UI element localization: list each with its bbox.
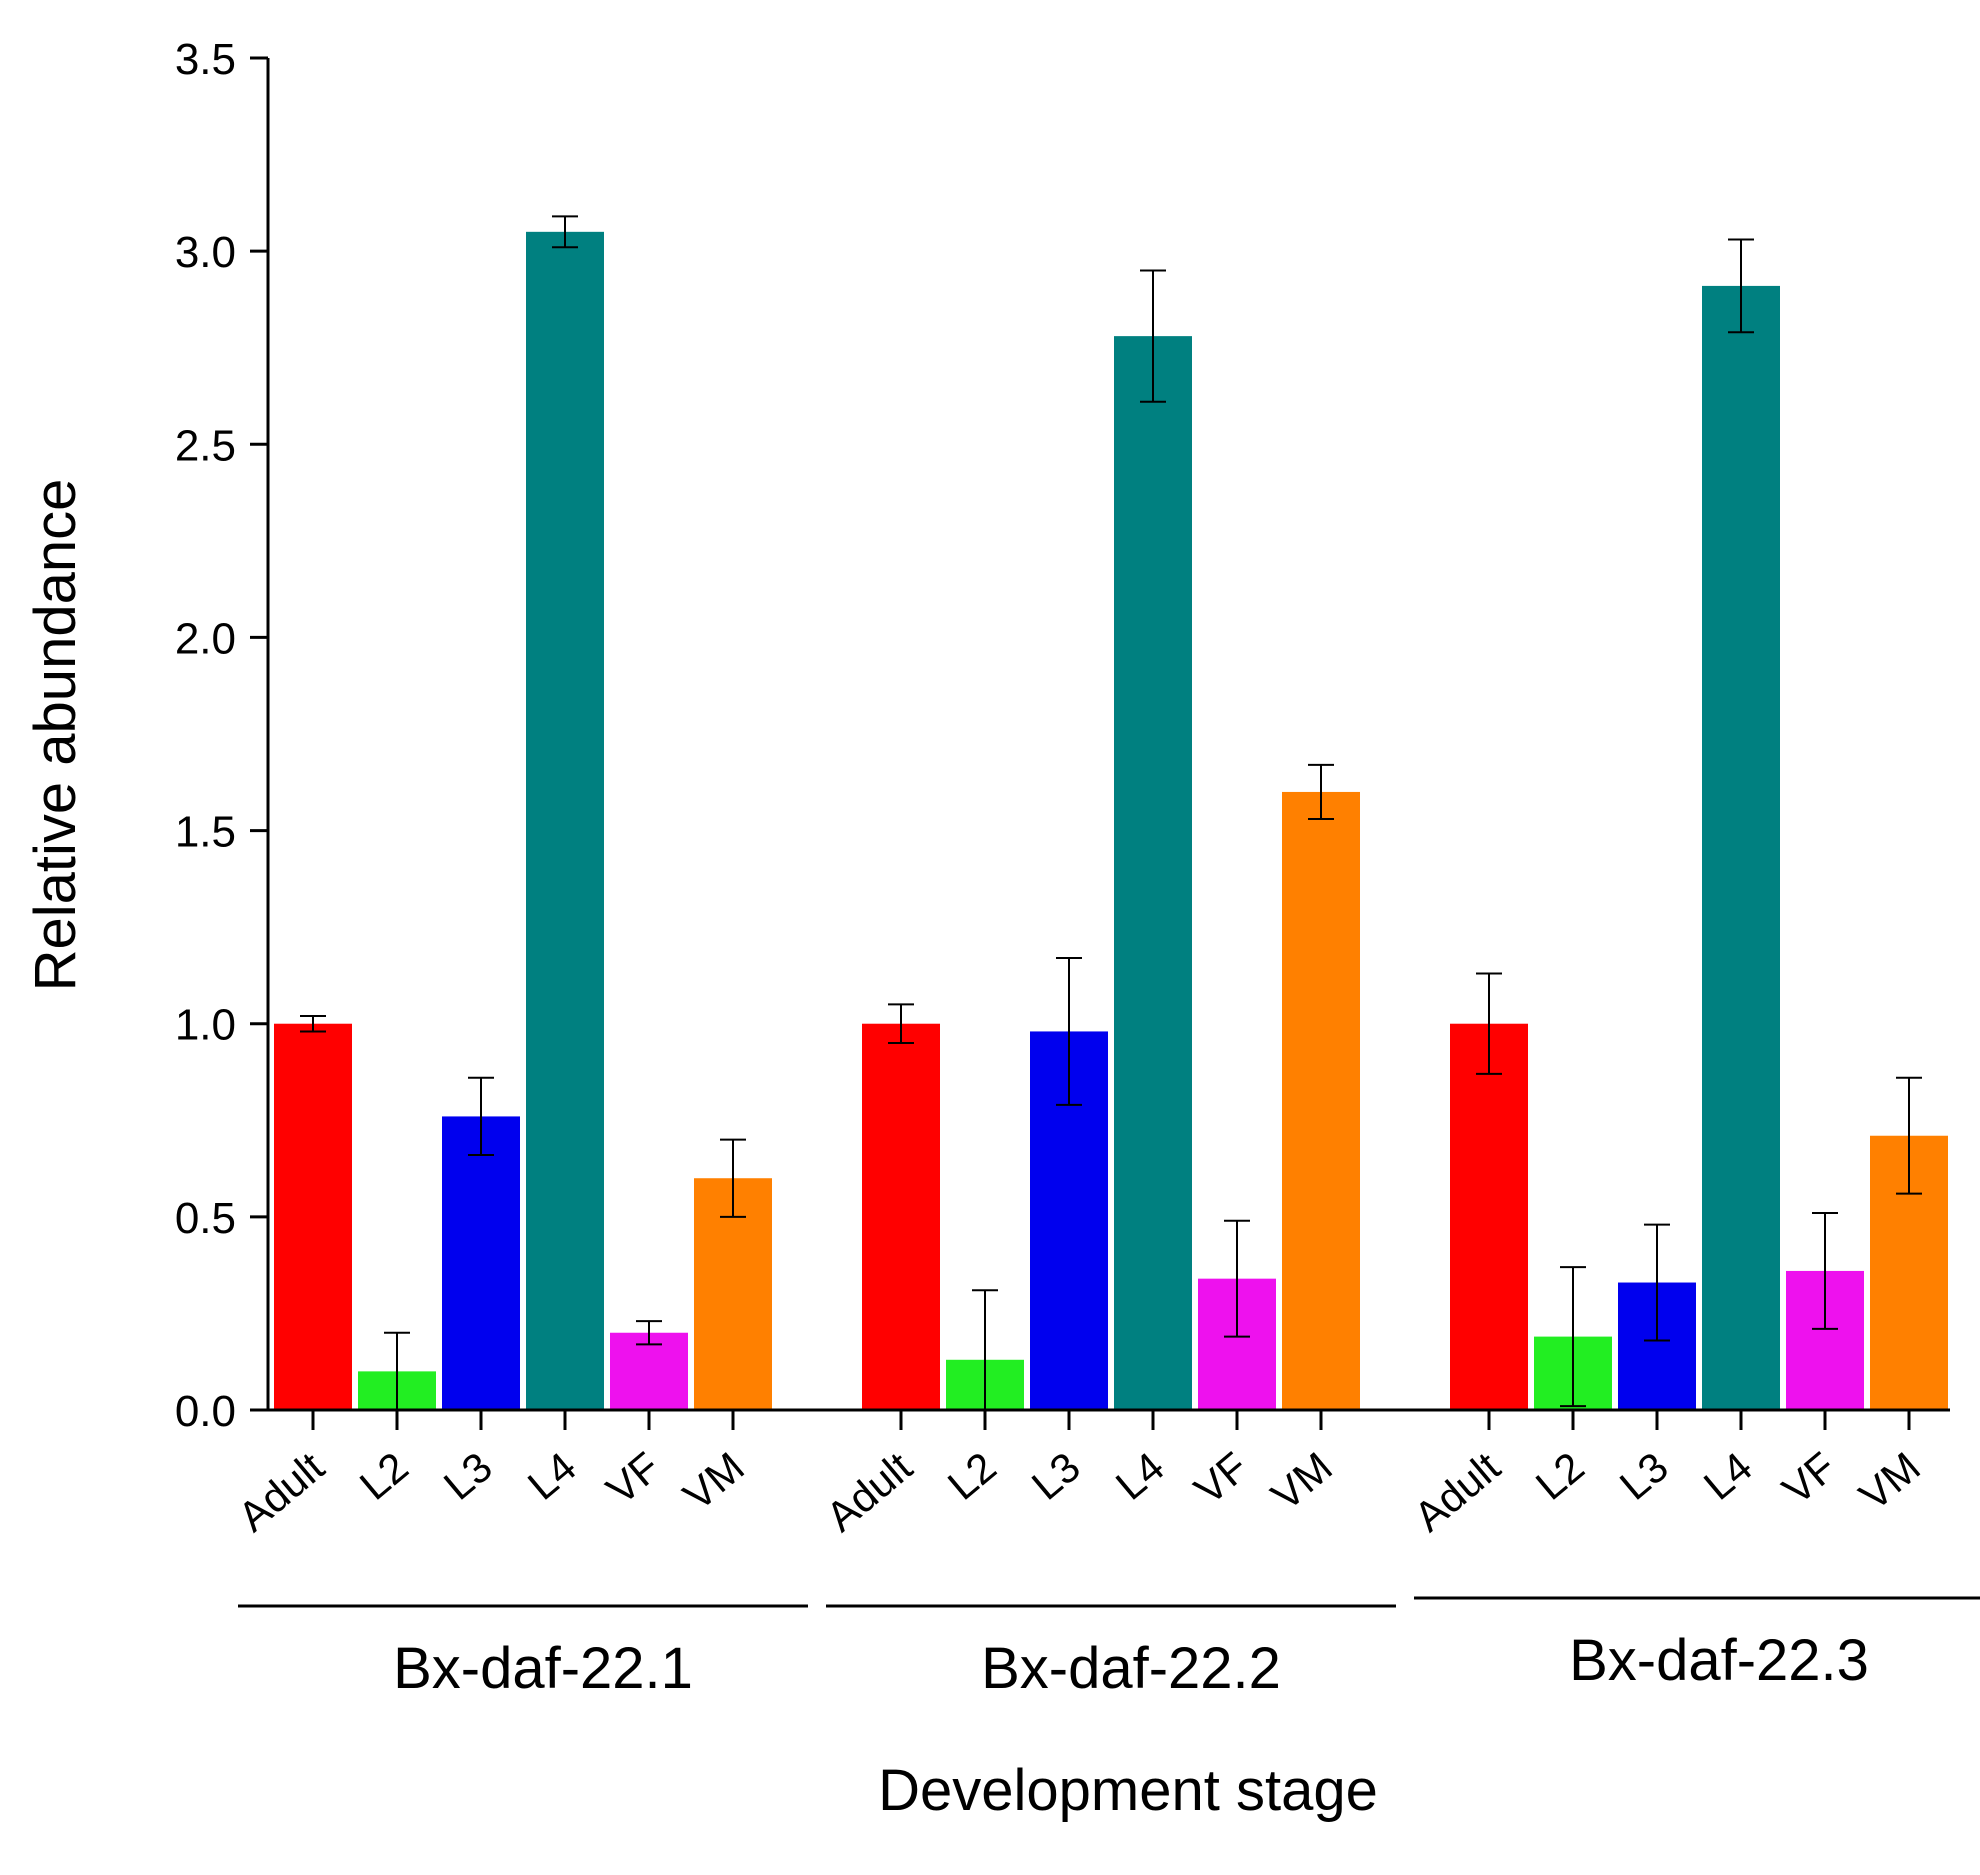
y-tick-label: 1.0 <box>175 1001 236 1050</box>
y-tick-label: 3.5 <box>175 35 236 84</box>
x-tick-label: L3 <box>435 1443 501 1509</box>
x-tick-label: L2 <box>939 1443 1005 1509</box>
y-tick-label: 0.5 <box>175 1194 236 1243</box>
y-tick-label: 2.5 <box>175 421 236 470</box>
y-axis-label: Relative abundance <box>23 479 88 992</box>
x-tick-label: L3 <box>1611 1443 1677 1509</box>
bar-bx-daf-22-3-adult <box>1450 1023 1528 1410</box>
bar-bx-daf-22-1-l3 <box>442 1116 520 1410</box>
y-tick-label: 3.0 <box>175 228 236 277</box>
x-tick-label: L3 <box>1023 1443 1089 1509</box>
x-tick-label: VM <box>1850 1443 1928 1519</box>
bar-bx-daf-22-2-adult <box>862 1023 940 1410</box>
x-tick-label: VM <box>1262 1443 1340 1519</box>
x-tick-label: VF <box>1185 1443 1256 1514</box>
bar-bx-daf-22-2-vm <box>1282 791 1360 1410</box>
x-tick-label: L2 <box>351 1443 417 1509</box>
x-tick-label: VF <box>597 1443 668 1514</box>
bar-bx-daf-22-1-l4 <box>526 231 604 1410</box>
bars <box>274 231 1948 1410</box>
bar-bx-daf-22-2-l4 <box>1114 336 1192 1410</box>
x-tick-label: Adult <box>229 1443 333 1541</box>
bar-bx-daf-22-3-l4 <box>1702 285 1780 1410</box>
x-axis-label: Development stage <box>878 1758 1378 1823</box>
group-label: Bx-daf-22.1 <box>393 1636 693 1701</box>
y-tick-label: 1.5 <box>175 808 236 857</box>
x-tick-label: Adult <box>817 1443 921 1541</box>
group-label: Bx-daf-22.2 <box>981 1636 1281 1701</box>
y-tick-label: 0.0 <box>175 1387 236 1436</box>
group-labels: Bx-daf-22.1 Bx-daf-22.2 Bx-daf-22.3 <box>238 1596 1980 1701</box>
x-tick-label: L4 <box>1695 1443 1761 1509</box>
x-tick-label: L2 <box>1527 1443 1593 1509</box>
y-axis: 0.0 0.5 1.0 1.5 2.0 2.5 3.0 3.5 <box>175 35 270 1436</box>
x-tick-label: VF <box>1773 1443 1844 1514</box>
group-label: Bx-daf-22.3 <box>1569 1628 1869 1693</box>
x-axis: Adult L2 L3 L4 VF VM Adult L2 L3 L4 VF VM Adult L2 L3 L… <box>229 1408 1950 1541</box>
bar-bx-daf-22-1-adult <box>274 1023 352 1410</box>
bar-bx-daf-22-1-vf <box>610 1332 688 1410</box>
x-tick-label: L4 <box>519 1443 585 1509</box>
x-tick-label: Adult <box>1405 1443 1509 1541</box>
x-tick-label: VM <box>674 1443 752 1519</box>
x-tick-label: L4 <box>1107 1443 1173 1509</box>
y-tick-label: 2.0 <box>175 614 236 663</box>
